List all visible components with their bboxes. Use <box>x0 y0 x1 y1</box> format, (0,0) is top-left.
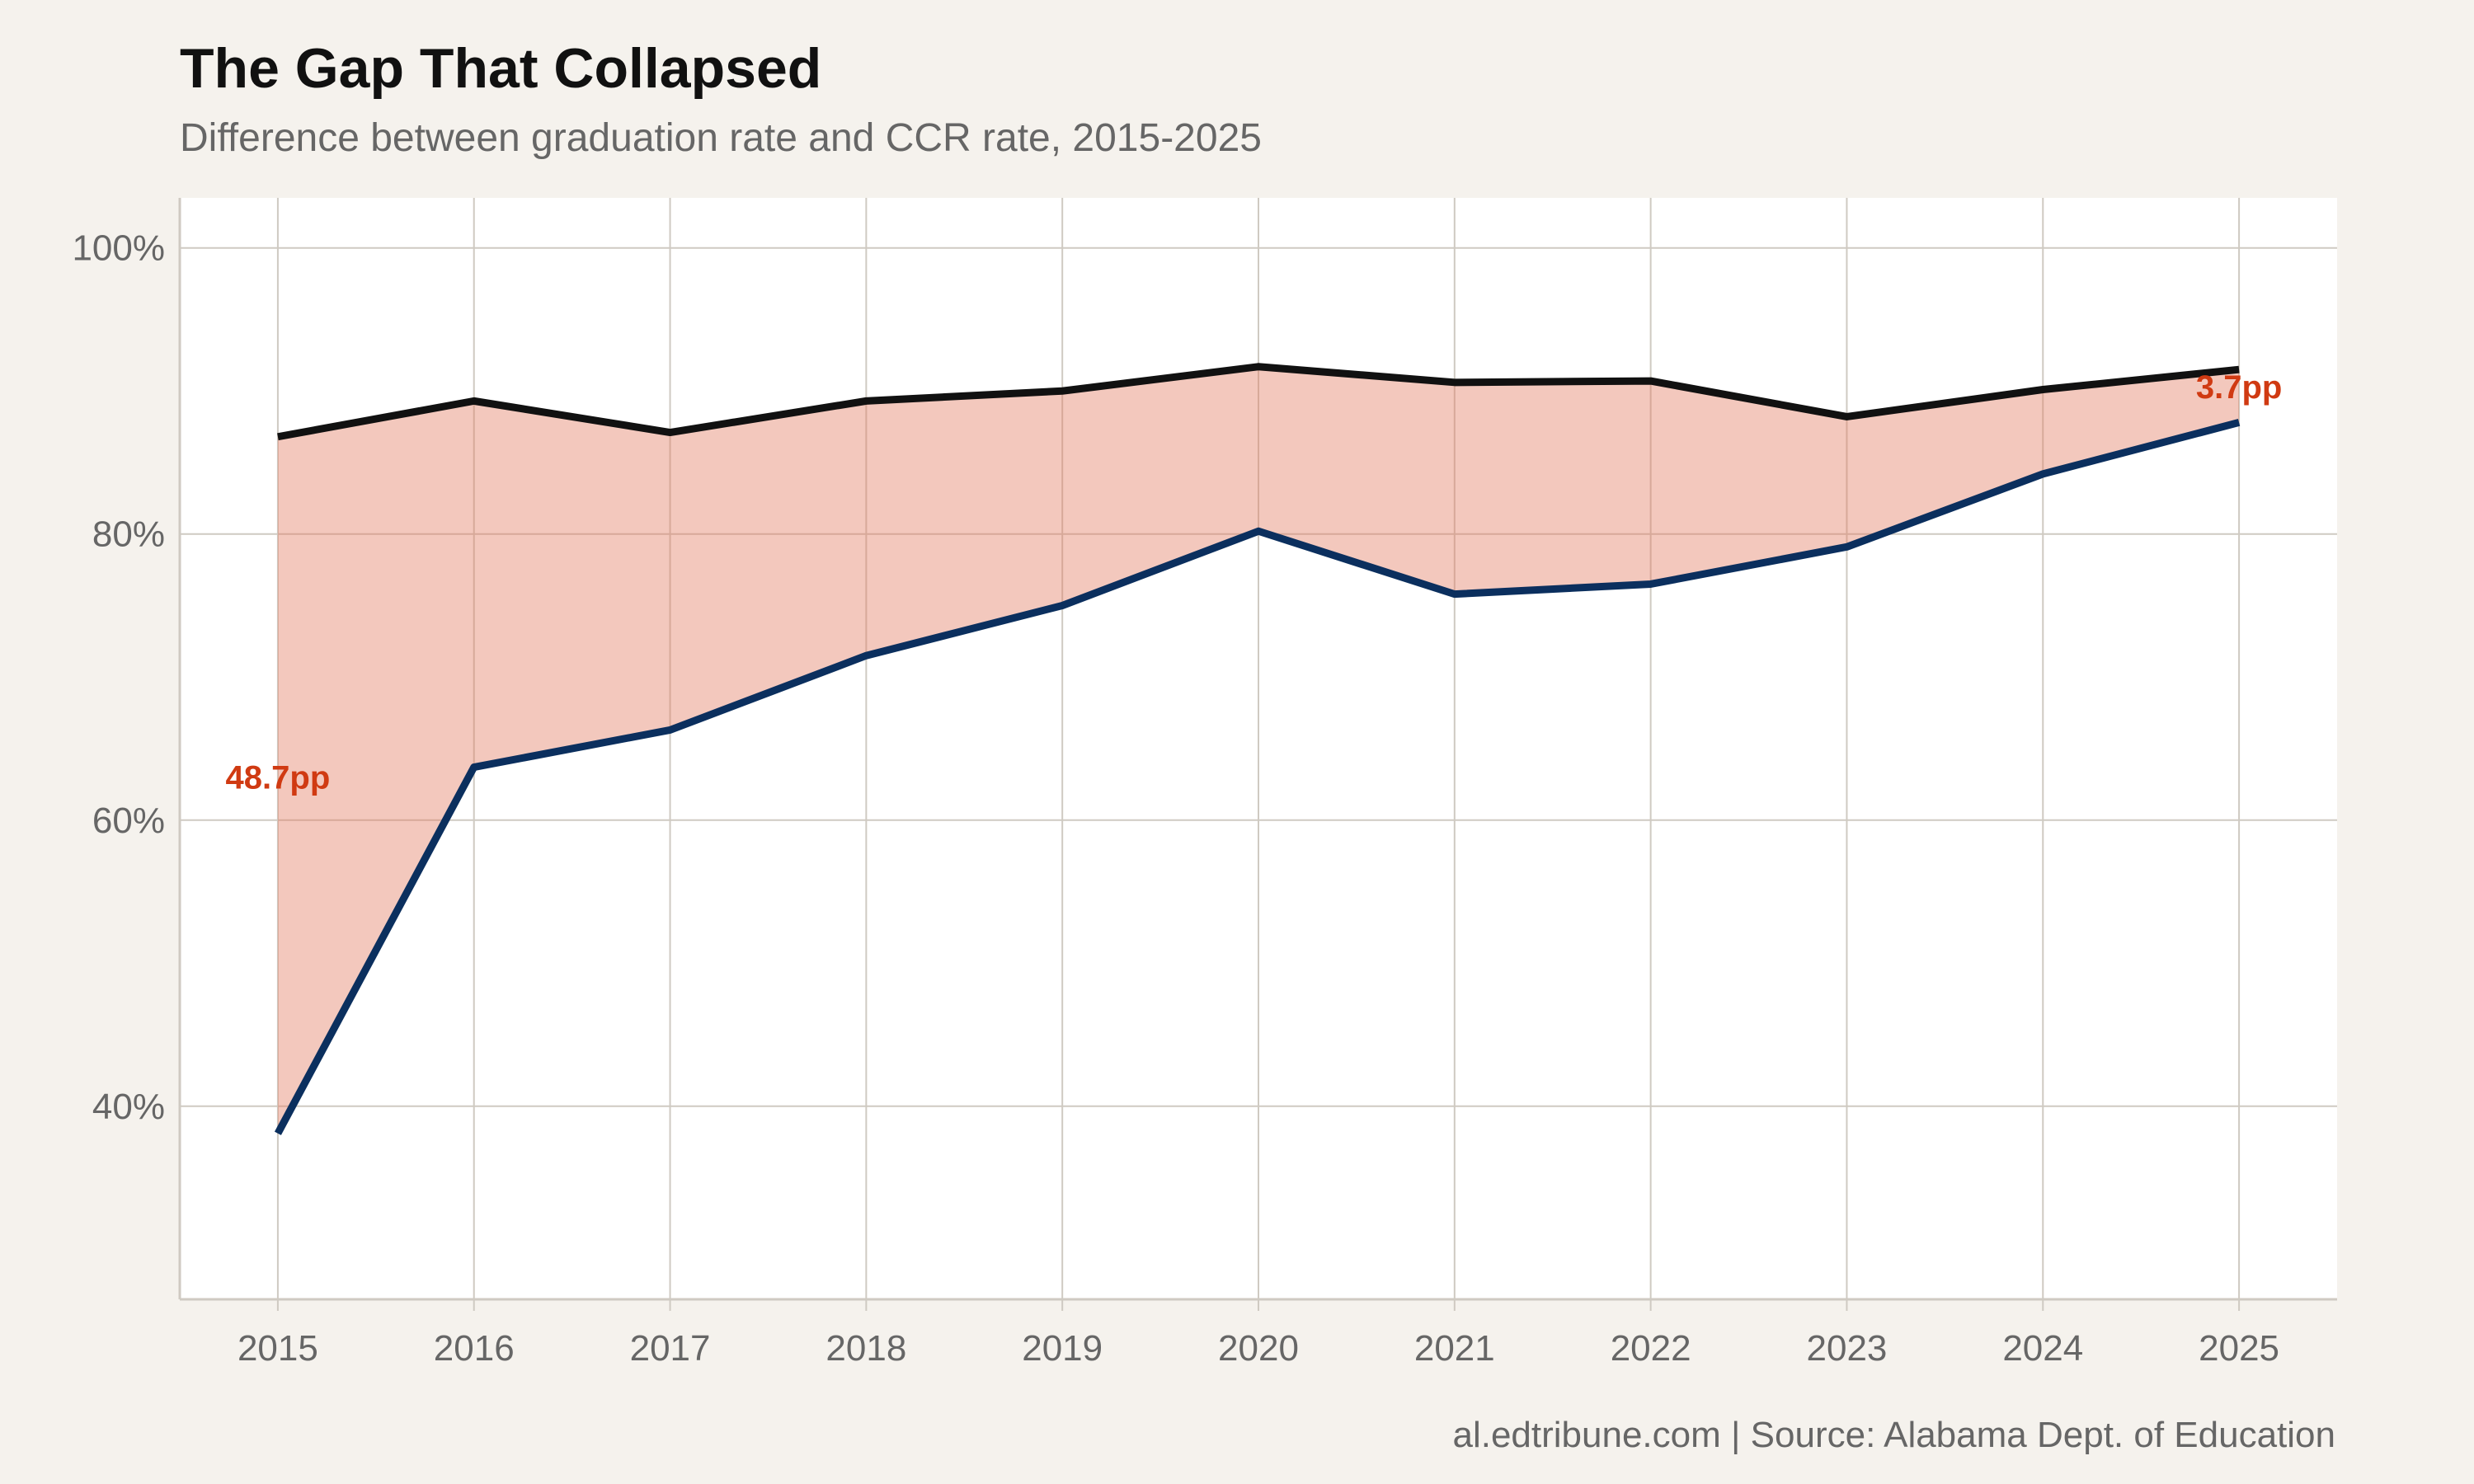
x-tick-label: 2020 <box>1218 1328 1299 1369</box>
x-tick-label: 2021 <box>1414 1328 1495 1369</box>
tick-labels: 40% 60% 80% 100% 2015 2016 2017 2018 2019 2020 202… <box>72 228 2279 1369</box>
source-caption: al.edtribune.com | Source: Alabama Dept.… <box>1452 1415 2335 1455</box>
x-tick-label: 2022 <box>1611 1328 1691 1369</box>
x-tick-label: 2015 <box>238 1328 318 1369</box>
y-tick-label: 40% <box>92 1087 165 1127</box>
gap-area-layer <box>277 366 2240 1134</box>
y-tick-label: 60% <box>92 801 165 841</box>
gap-annotation-label: 3.7pp <box>2196 369 2282 406</box>
x-tick-label: 2024 <box>2002 1328 2083 1369</box>
x-tick-label: 2018 <box>825 1328 906 1369</box>
y-tick-label: 100% <box>72 228 165 269</box>
grid-lines <box>180 198 2337 1299</box>
axes <box>178 198 2337 1311</box>
graduation-rate-line <box>277 363 2240 441</box>
x-tick-label: 2025 <box>2199 1328 2279 1369</box>
gap-annotations: 48.7pp 3.7pp <box>226 369 2283 796</box>
series-lines <box>274 363 2241 1135</box>
x-tick-label: 2019 <box>1022 1328 1103 1369</box>
gap-area <box>277 366 2240 1134</box>
ccr-rate-line <box>274 419 2241 1135</box>
x-tick-label: 2017 <box>630 1328 711 1369</box>
gap-annotation-label: 48.7pp <box>226 760 331 796</box>
x-tick-label: 2016 <box>434 1328 515 1369</box>
y-tick-label: 80% <box>92 514 165 555</box>
chart-title: The Gap That Collapsed <box>180 37 822 100</box>
chart-subtitle: Difference between graduation rate and C… <box>180 116 1262 160</box>
x-tick-label: 2023 <box>1807 1328 1888 1369</box>
